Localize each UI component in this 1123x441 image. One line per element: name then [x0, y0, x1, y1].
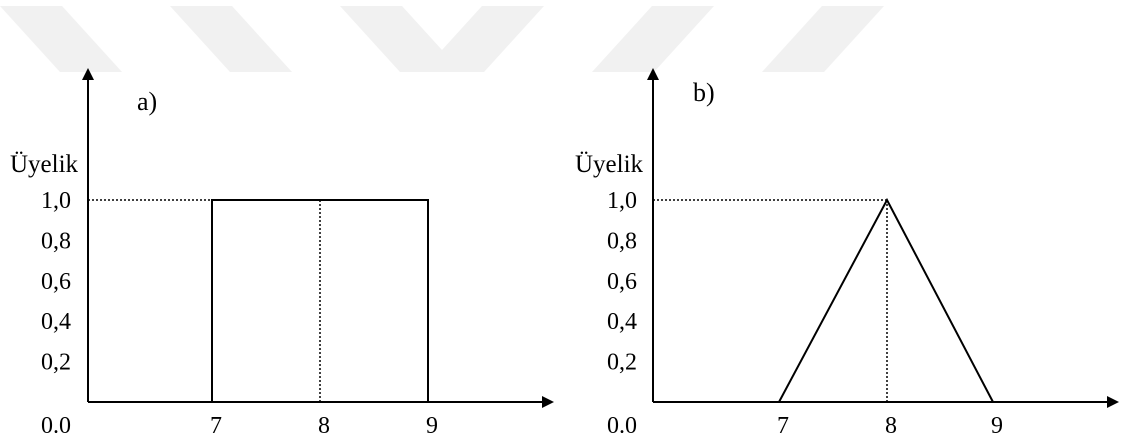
- y-tick-label: 0,6: [607, 269, 637, 295]
- y-tick-label: 0,2: [607, 350, 637, 376]
- y-tick-label: 0,8: [41, 228, 71, 254]
- x-tick-label: 8: [885, 413, 897, 439]
- y-axis-label: Üyelik: [575, 151, 644, 178]
- membership-function-line: [778, 197, 994, 403]
- y-tick-label: 0,4: [607, 309, 637, 335]
- x-tick-label: 9: [991, 413, 1003, 439]
- x-tick-label: 7: [777, 413, 789, 439]
- watermark-stripe-5: [592, 6, 714, 72]
- x-tick-label: 9: [426, 413, 438, 439]
- watermark-stripe-6: [762, 6, 884, 72]
- chart-panel-a: a) Üyelik 0.0 0,2 0,4 0,6 0,8 1,0 7 8 9: [10, 68, 554, 439]
- x-tick-label: 8: [318, 413, 330, 439]
- y-tick-label: 0,4: [41, 309, 71, 335]
- panel-label: a): [137, 87, 157, 116]
- y-tick-label: 0,2: [41, 350, 71, 376]
- chart-panel-b: b) Üyelik 0.0 0,2 0,4 0,6 0,8 1,0 7 8 9: [575, 68, 1119, 439]
- x-tick-label: 7: [210, 413, 222, 439]
- panel-label: b): [693, 78, 715, 107]
- y-tick-label: 0.0: [41, 413, 71, 439]
- y-tick-label: 0.0: [607, 413, 637, 439]
- watermark-stripe-4: [422, 6, 544, 72]
- membership-function-line: [211, 199, 429, 402]
- y-tick-label: 0,6: [41, 269, 71, 295]
- y-axis-label: Üyelik: [10, 151, 79, 178]
- watermark-stripe-3: [340, 6, 462, 72]
- chart-panels: a) Üyelik 0.0 0,2 0,4 0,6 0,8 1,0 7 8 9 b) Üyelik 0.0…: [10, 68, 1119, 439]
- y-tick-label: 0,8: [607, 228, 637, 254]
- watermark-stripe-2: [170, 6, 292, 72]
- watermark: [0, 6, 884, 72]
- watermark-stripe-1: [0, 6, 122, 72]
- y-tick-label: 1,0: [607, 188, 637, 214]
- y-tick-label: 1,0: [41, 188, 71, 214]
